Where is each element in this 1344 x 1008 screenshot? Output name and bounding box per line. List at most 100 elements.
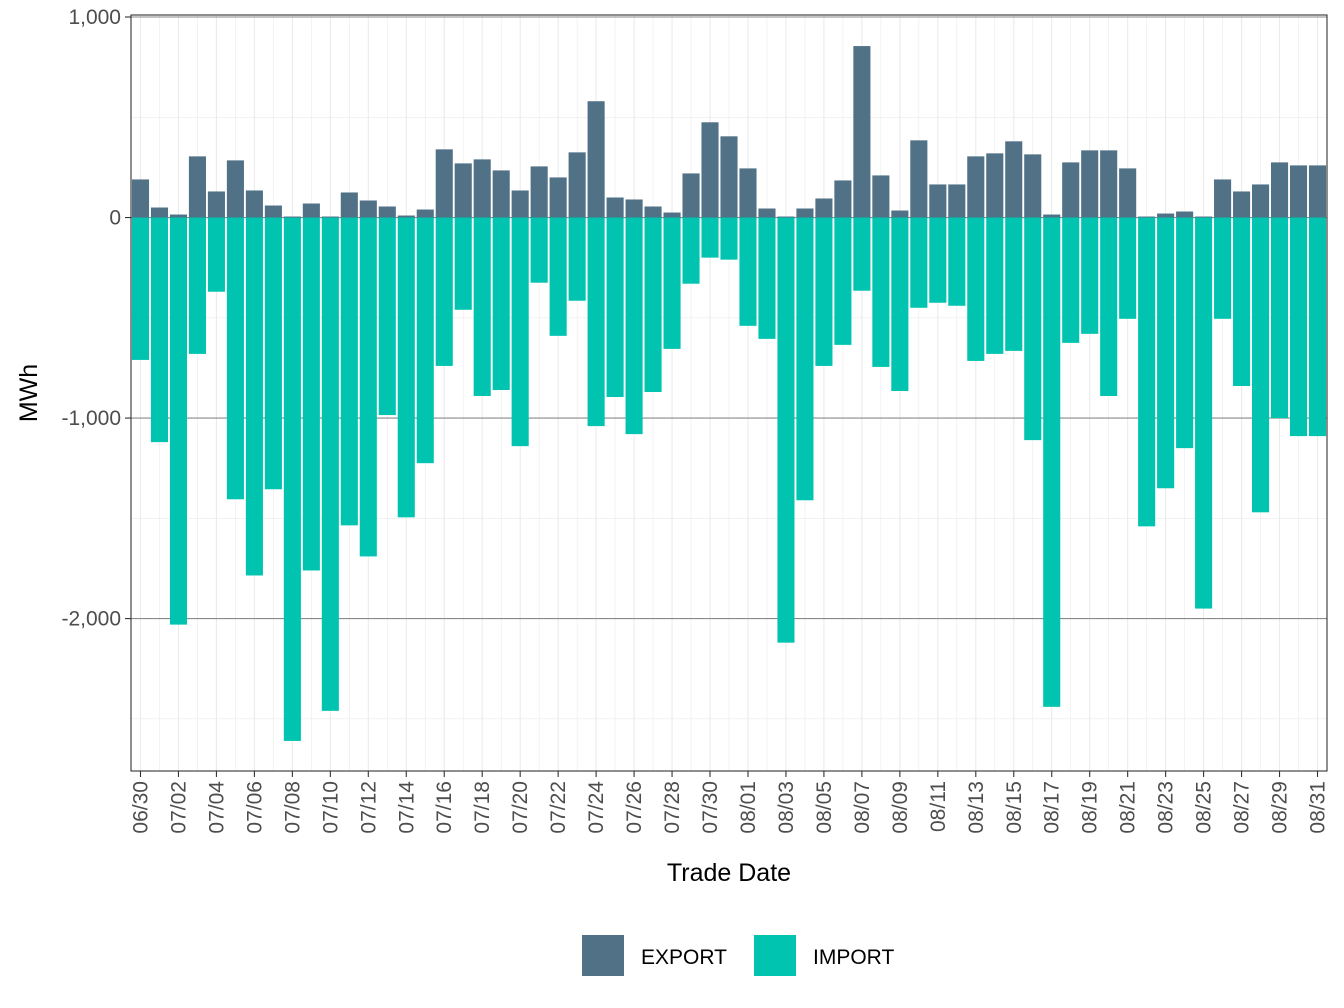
export-bar (1233, 191, 1251, 218)
x-tick-label: 07/06 (243, 781, 266, 834)
export-bar (872, 175, 890, 218)
export-bar (587, 101, 605, 218)
export-bar (720, 136, 738, 218)
import-bar (1214, 217, 1232, 319)
x-tick-label: 08/09 (889, 781, 912, 834)
export-bar (1252, 184, 1270, 218)
import-bar (283, 217, 301, 741)
export-bar (188, 156, 206, 218)
import-bar (226, 217, 244, 500)
export-bar (283, 216, 301, 218)
import-bar (739, 217, 757, 326)
export-bar (1043, 214, 1061, 218)
export-bar (891, 210, 909, 218)
import-bar (910, 217, 928, 308)
legend-label-export: EXPORT (641, 946, 727, 969)
x-tick-label: 07/04 (205, 781, 228, 834)
export-bar (948, 184, 966, 218)
import-bar (948, 217, 966, 306)
export-bar (1289, 165, 1308, 218)
export-bar (701, 122, 719, 218)
import-bar (1308, 217, 1327, 437)
export-bar (1157, 213, 1175, 218)
x-tick-label: 07/14 (395, 781, 418, 834)
x-tick-label: 07/24 (585, 781, 608, 834)
import-bar (131, 217, 150, 360)
import-bar (359, 217, 377, 557)
y-axis: 1,000 0 -1,000 -2,000 (61, 6, 131, 631)
x-tick-label: 06/30 (129, 781, 152, 834)
export-bar (1176, 211, 1194, 218)
y-tick-label: -2,000 (61, 608, 121, 631)
x-tick-label: 07/12 (357, 781, 380, 834)
x-tick-label: 07/26 (623, 781, 646, 834)
export-bar (321, 216, 339, 218)
plot-panel-border (130, 14, 1328, 772)
export-bar (1005, 141, 1023, 218)
import-bar (967, 217, 985, 361)
export-bar (1308, 165, 1327, 218)
import-bar (1157, 217, 1175, 489)
x-tick-label: 08/21 (1117, 781, 1140, 834)
x-tick-label: 08/01 (737, 781, 760, 834)
export-bar (1062, 162, 1080, 218)
x-tick-label: 08/29 (1269, 781, 1292, 834)
import-bar (188, 217, 206, 354)
x-tick-label: 07/28 (661, 781, 684, 834)
import-bar (796, 217, 814, 501)
import-bar (492, 217, 510, 390)
import-bar (1252, 217, 1270, 513)
export-bar (207, 191, 225, 218)
export-bar (378, 206, 396, 218)
x-tick-label: 08/25 (1193, 781, 1216, 834)
legend-label-import: IMPORT (813, 946, 894, 969)
import-bar (150, 217, 169, 443)
import-bar (1119, 217, 1137, 319)
export-bar (777, 216, 795, 218)
export-bar (435, 149, 453, 218)
import-bar (1270, 217, 1289, 419)
import-bar (1043, 217, 1061, 707)
export-bar (530, 166, 548, 218)
import-bar (1176, 217, 1194, 449)
y-tick-label: 1,000 (68, 6, 121, 29)
x-tick-label: 07/30 (699, 781, 722, 834)
export-bar (1195, 216, 1213, 218)
export-bar (986, 153, 1004, 218)
x-tick-label: 08/15 (1003, 781, 1026, 834)
export-bar (1081, 150, 1099, 218)
export-bar (663, 212, 681, 218)
import-bar (815, 217, 833, 366)
import-bar (454, 217, 472, 310)
x-tick-label: 08/27 (1231, 781, 1254, 834)
import-bar (587, 217, 605, 427)
import-bar (1005, 217, 1023, 351)
export-bar (625, 199, 643, 218)
legend-swatch-import (754, 935, 796, 976)
export-bar (967, 156, 985, 218)
x-tick-label: 08/11 (927, 781, 950, 832)
import-bar (663, 217, 681, 349)
x-tick-label: 08/23 (1155, 781, 1178, 834)
export-bar (245, 190, 263, 218)
import-bar (530, 217, 548, 283)
export-bar (1214, 179, 1232, 218)
import-bar (169, 217, 188, 625)
x-tick-label: 08/03 (775, 781, 798, 834)
import-bar (1195, 217, 1213, 609)
export-bar (473, 159, 491, 218)
import-bar (397, 217, 415, 518)
import-bar (1289, 217, 1308, 437)
export-bar (758, 208, 776, 218)
export-bar (853, 46, 871, 218)
export-bar (1270, 162, 1289, 218)
import-bar (245, 217, 263, 576)
import-bar (758, 217, 776, 339)
import-bar (549, 217, 567, 336)
export-bar (739, 168, 757, 218)
import-bar (682, 217, 700, 284)
export-bar (796, 208, 814, 218)
x-tick-label: 08/17 (1041, 781, 1064, 834)
import-bar (321, 217, 339, 711)
